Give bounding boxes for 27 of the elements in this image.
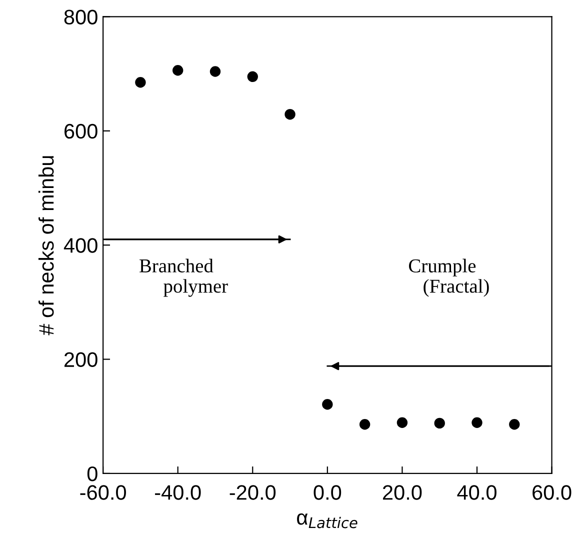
point	[210, 66, 221, 77]
x-tick-label: -40.0	[155, 485, 201, 500]
y-tick-label: 800	[64, 10, 98, 24]
y-tick-label: 400	[64, 238, 98, 253]
y-axis-title: # of necks of minbu	[38, 156, 54, 336]
x-tick-label: 0.0	[314, 485, 342, 500]
point	[284, 108, 296, 120]
x-tick-label: -20.0	[230, 485, 276, 500]
x-tick-label: -60.0	[80, 485, 126, 500]
point	[472, 417, 482, 428]
y-tick-label: 200	[64, 352, 98, 368]
annotation: Crumple (Fractal)	[408, 258, 489, 297]
point	[434, 418, 445, 429]
x-tick-label: 20.0	[382, 485, 422, 500]
point	[359, 418, 370, 430]
point	[509, 418, 520, 430]
annotation: Branched polymer	[140, 258, 228, 297]
y-tick-label: 600	[64, 124, 98, 139]
point	[396, 417, 408, 428]
y-tick-label: 0	[87, 466, 98, 482]
x-axis-title: α$_{Lattice}$	[297, 513, 358, 528]
point	[172, 65, 184, 76]
point	[135, 77, 146, 88]
point	[247, 71, 258, 82]
point	[322, 399, 333, 410]
x-tick-label: 40.0	[457, 485, 496, 500]
x-tick-label: 60.0	[532, 485, 572, 500]
